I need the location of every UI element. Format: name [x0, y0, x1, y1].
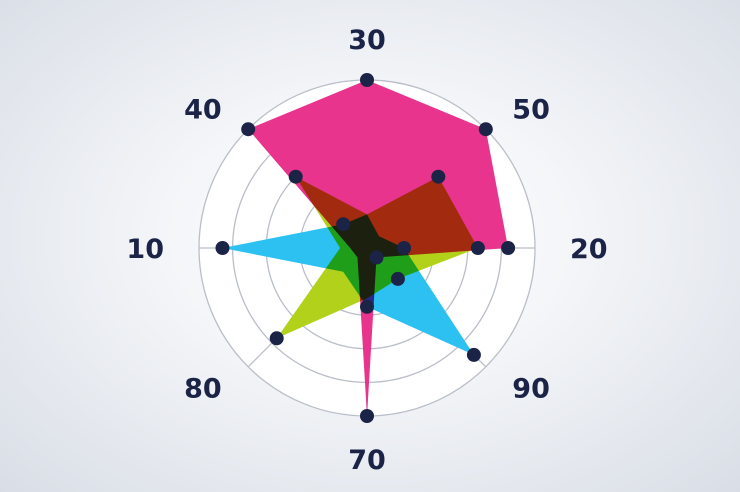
axis-label-40: 40: [184, 95, 222, 126]
data-point: [288, 169, 303, 184]
data-point: [241, 122, 256, 137]
data-point: [501, 241, 516, 255]
axis-label-20: 20: [570, 234, 608, 265]
data-point: [360, 73, 374, 87]
data-point: [336, 217, 351, 232]
axis-label-30: 30: [348, 25, 386, 56]
data-point: [269, 331, 284, 346]
data-point: [397, 241, 411, 255]
data-point: [431, 169, 446, 184]
data-point: [360, 409, 374, 423]
axis-label-90: 90: [512, 373, 550, 404]
axis-label-80: 80: [184, 373, 222, 404]
data-point: [478, 122, 493, 137]
axis-label-10: 10: [126, 234, 164, 265]
data-point: [360, 299, 374, 314]
axis-labels: 30 50 20 90 70 80 10 40: [126, 25, 607, 476]
data-point: [215, 241, 230, 255]
data-points: [215, 73, 516, 423]
series-area-2: [222, 214, 474, 355]
data-point: [466, 347, 481, 362]
data-point: [470, 241, 485, 255]
axis-label-50: 50: [512, 95, 550, 126]
axis-label-70: 70: [348, 445, 386, 476]
data-point: [369, 250, 384, 265]
data-point: [390, 271, 405, 286]
